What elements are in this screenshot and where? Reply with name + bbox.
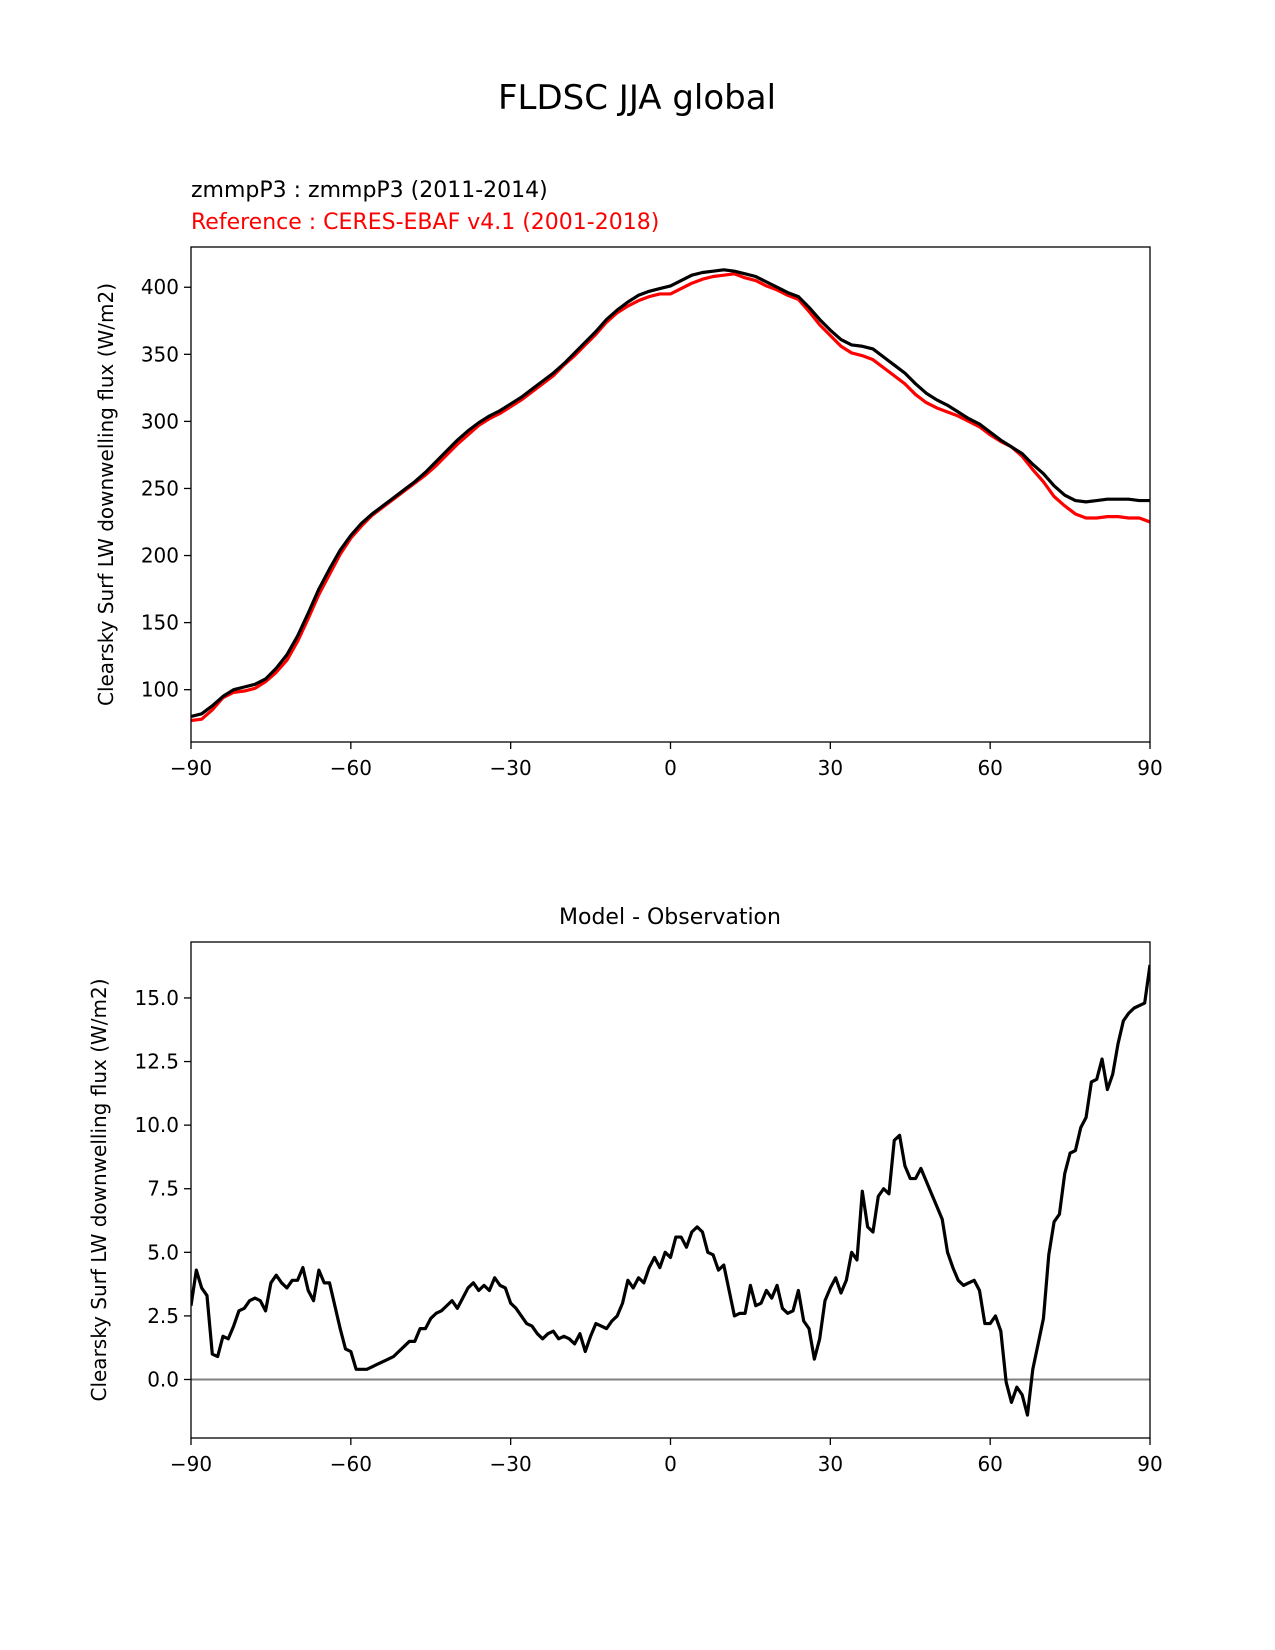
top-panel: zmmpP3 : zmmpP3 (2011-2014) Reference : … [94, 178, 1163, 780]
y-tick-label: 100 [141, 678, 179, 702]
y-tick-label: 2.5 [147, 1304, 179, 1328]
x-tick-label: −30 [490, 756, 532, 780]
figure-title: FLDSC JJA global [498, 78, 776, 118]
x-tick-label: −60 [330, 756, 372, 780]
plot-frame [190, 941, 1151, 1439]
plot-frame [190, 246, 1151, 743]
y-tick-label: 300 [141, 409, 179, 433]
y-tick-label: 400 [141, 275, 179, 299]
legend-reference-label: Reference : CERES-EBAF v4.1 (2001-2018) [191, 210, 659, 235]
y-tick-label: 15.0 [134, 986, 179, 1010]
y-tick-label: 0.0 [147, 1367, 179, 1391]
y-tick-label: 5.0 [147, 1240, 179, 1264]
y-axis-label: Clearsky Surf LW downwelling flux (W/m2) [94, 283, 118, 706]
y-tick-label: 200 [141, 544, 179, 568]
difference-panel-title: Model - Observation [559, 905, 781, 930]
x-tick-label: 90 [1137, 1452, 1162, 1476]
x-tick-label: 60 [977, 1452, 1002, 1476]
top-plot-area: −90 −60 −30 0 30 60 90 100 150 200 250 300 350 400 Cle… [94, 246, 1163, 780]
y-tick-label: 250 [141, 476, 179, 500]
bottom-panel: Model - Observation −90 −60 −30 0 30 60 90 0.0 2… [87, 905, 1163, 1476]
series-line-model [191, 268, 1150, 719]
bottom-plot-area: −90 −60 −30 0 30 60 90 0.0 2.5 5.0 7.5 10.0 12.5 15.0… [87, 941, 1163, 1476]
x-tick-label: −60 [330, 1452, 372, 1476]
x-tick-label: 60 [977, 756, 1002, 780]
y-tick-label: 10.0 [134, 1113, 179, 1137]
x-tick-label: −90 [170, 1452, 212, 1476]
x-tick-label: 30 [818, 1452, 843, 1476]
x-tick-label: 90 [1137, 756, 1162, 780]
series-line-model [191, 964, 1150, 1417]
x-tick-label: 0 [664, 1452, 677, 1476]
y-axis-label: Clearsky Surf LW downwelling flux (W/m2) [87, 978, 111, 1401]
y-tick-label: 12.5 [134, 1050, 179, 1074]
series-line-reference [191, 272, 1150, 723]
legend-model-label: zmmpP3 : zmmpP3 (2011-2014) [191, 178, 548, 203]
y-tick-label: 150 [141, 611, 179, 635]
x-tick-label: 30 [818, 756, 843, 780]
x-tick-label: −30 [490, 1452, 532, 1476]
x-tick-label: −90 [170, 756, 212, 780]
x-tick-label: 0 [664, 756, 677, 780]
y-tick-label: 350 [141, 342, 179, 366]
y-tick-label: 7.5 [147, 1177, 179, 1201]
